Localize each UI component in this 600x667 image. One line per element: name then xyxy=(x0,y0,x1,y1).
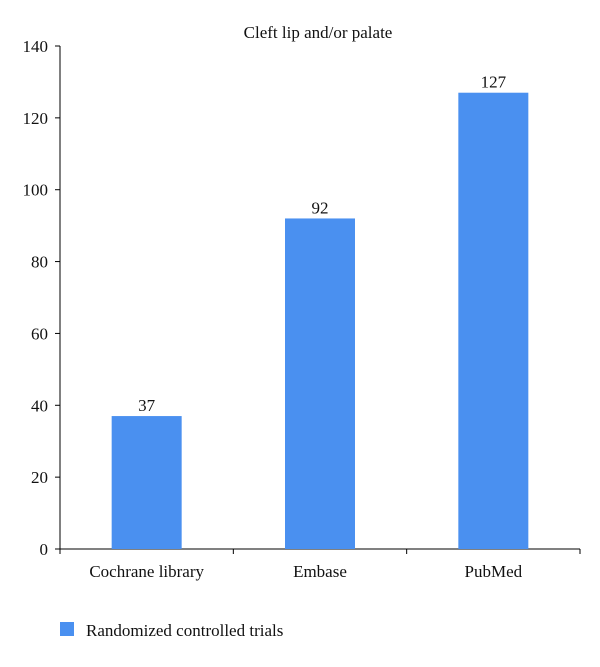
y-tick-label: 20 xyxy=(31,468,48,487)
y-axis: 0 20 40 60 80 100 120 140 xyxy=(23,37,61,559)
legend: Randomized controlled trials xyxy=(60,621,283,640)
bar-series: 37 92 127 xyxy=(111,73,529,549)
y-tick-label: 60 xyxy=(31,324,48,343)
x-axis: Cochrane library Embase PubMed xyxy=(59,548,581,581)
chart-title: Cleft lip and/or palate xyxy=(244,23,393,42)
bar xyxy=(458,92,529,549)
x-tick-label: Cochrane library xyxy=(89,562,204,581)
legend-swatch xyxy=(60,622,74,636)
y-tick-label: 40 xyxy=(31,396,48,415)
y-tick-label: 80 xyxy=(31,253,48,272)
y-tick-label: 0 xyxy=(40,540,49,559)
x-tick-label: PubMed xyxy=(465,562,523,581)
x-tick-label: Embase xyxy=(293,562,347,581)
bar xyxy=(285,218,355,549)
bar-value-label: 37 xyxy=(138,396,156,415)
legend-label: Randomized controlled trials xyxy=(86,621,283,640)
y-tick-label: 140 xyxy=(23,37,49,56)
y-tick-label: 100 xyxy=(23,181,49,200)
bar xyxy=(111,416,182,549)
y-tick-label: 120 xyxy=(23,109,49,128)
bar-value-label: 127 xyxy=(481,73,507,92)
bar-value-label: 92 xyxy=(312,198,329,217)
